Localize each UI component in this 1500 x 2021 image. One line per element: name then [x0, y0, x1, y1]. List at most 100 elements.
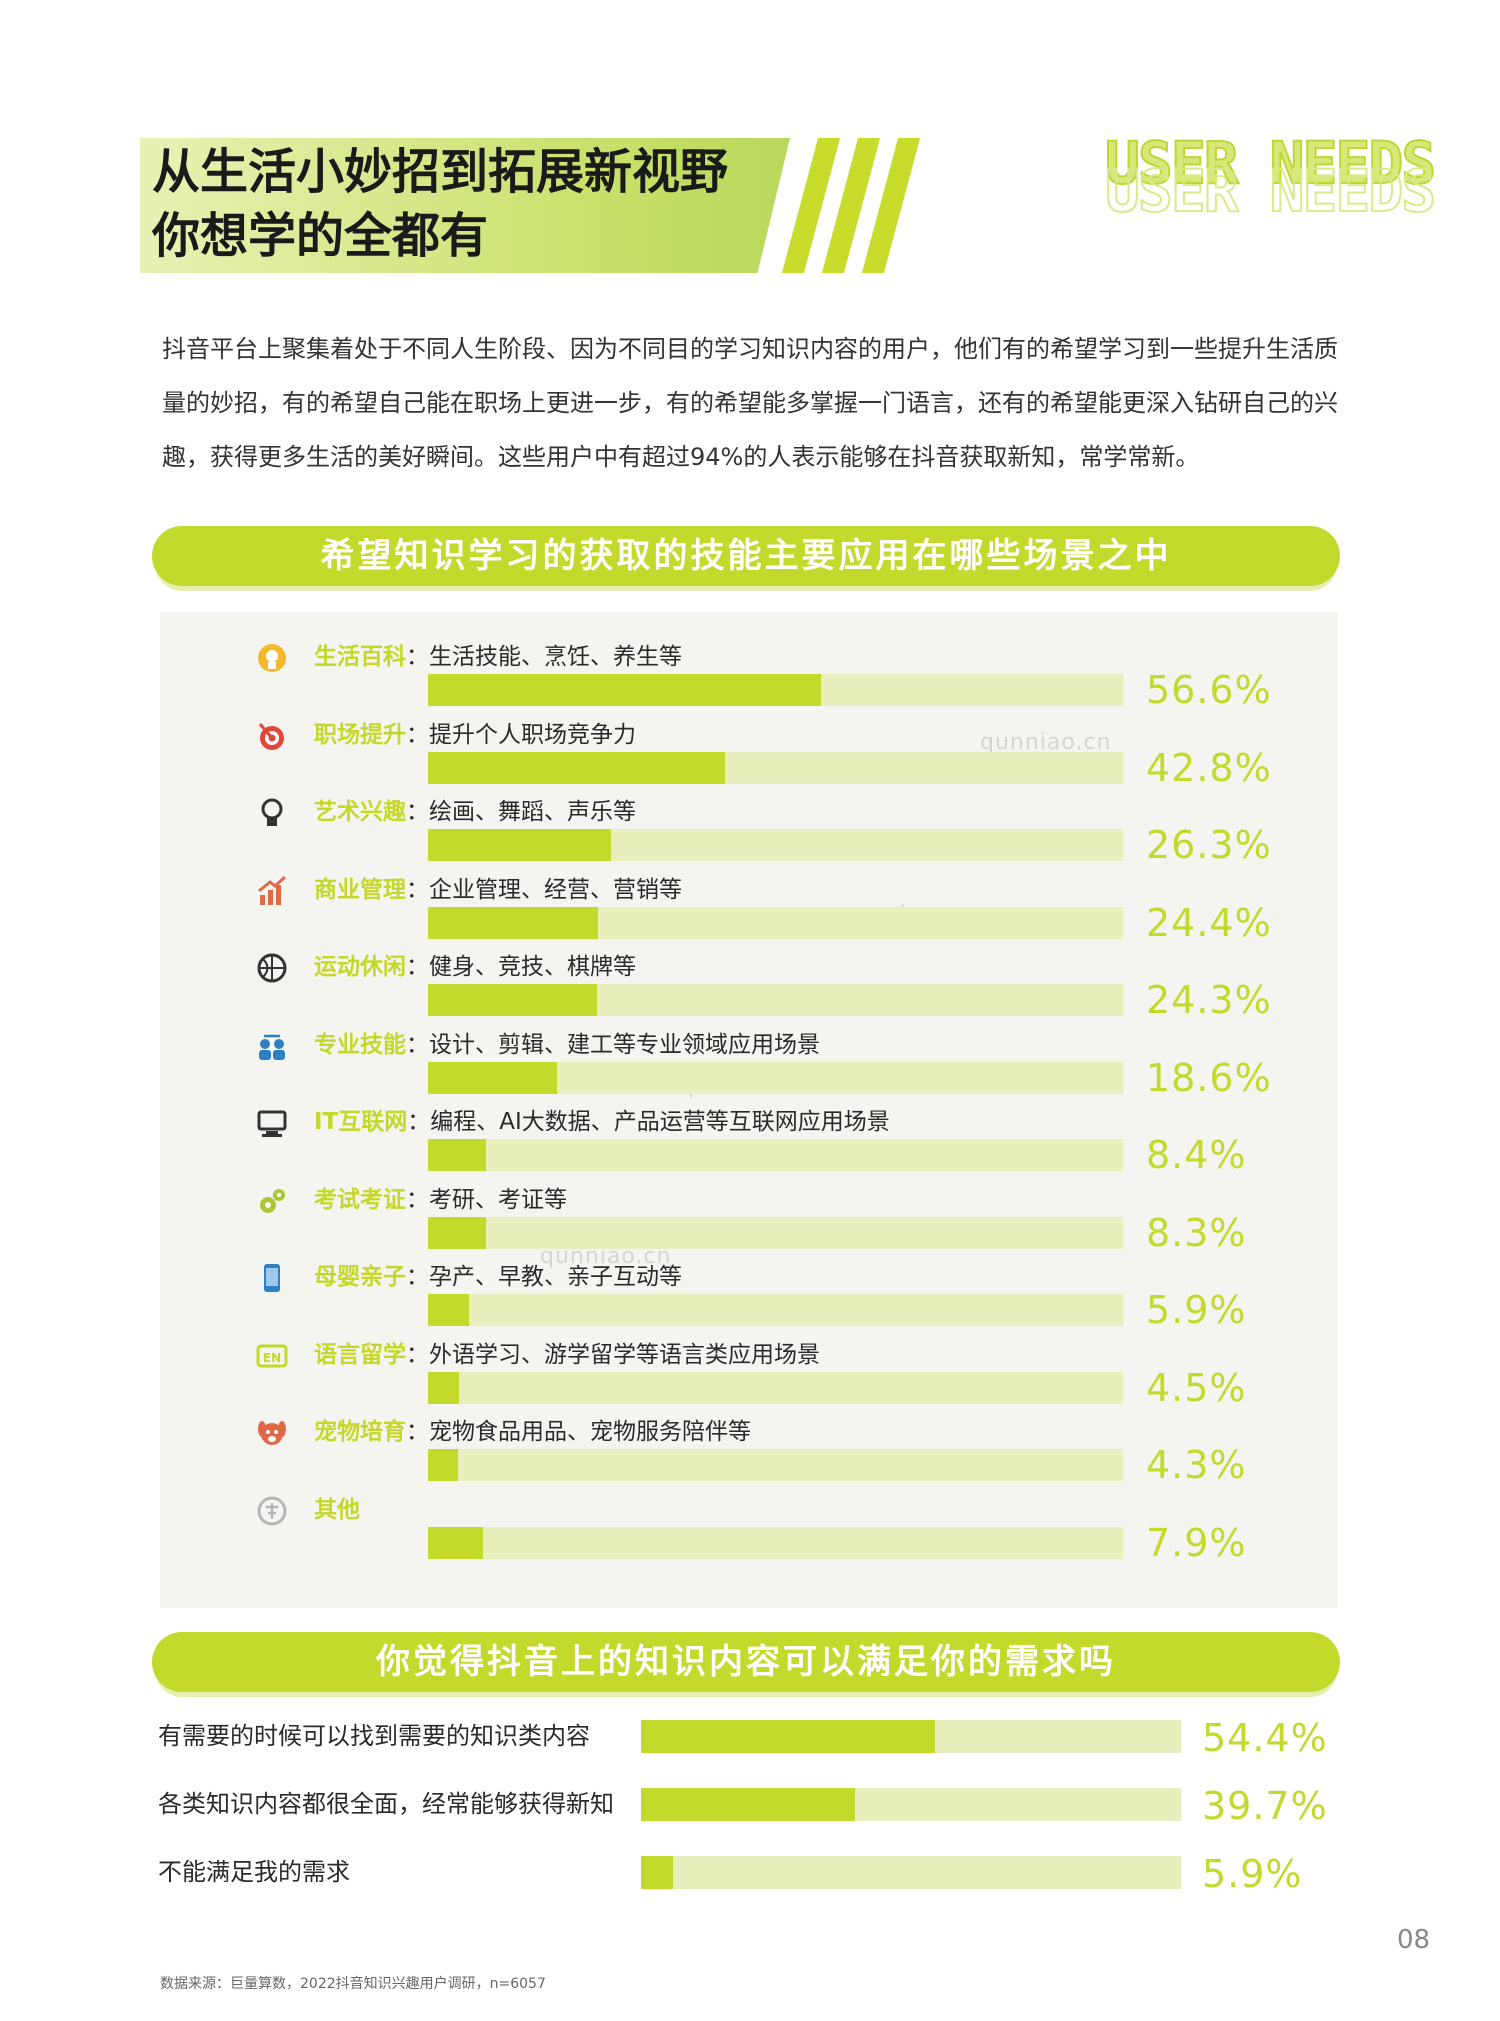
bar-track: [428, 1216, 1123, 1249]
category-description: ：设计、剪辑、建工等专业领域应用场景: [406, 1031, 820, 1058]
data-label: 24.3%: [1146, 978, 1272, 1022]
bar-track: [428, 984, 1123, 1016]
data-label: 26.3%: [1146, 823, 1272, 867]
data-label: 4.5%: [1146, 1365, 1247, 1410]
page-number: 08: [1397, 1925, 1431, 1955]
category-label: 语言留学：外语学习、游学留学等语言类应用场景: [314, 1338, 820, 1372]
category-name: IT互联网: [314, 1109, 408, 1135]
bar-track: [428, 829, 1123, 861]
bar-fill: [641, 1720, 935, 1753]
data-source-note: 数据来源：巨量算数，2022抖音知识兴趣用户调研，n=6057: [160, 1976, 546, 1992]
dog-icon: [256, 1417, 288, 1449]
bar-fill: [641, 1856, 673, 1889]
chart-1-title: 希望知识学习的获取的技能主要应用在哪些场景之中: [152, 526, 1340, 586]
data-label: 24.4%: [1146, 900, 1272, 945]
category-label: 专业技能：设计、剪辑、建工等专业领域应用场景: [314, 1028, 820, 1062]
category-label: 不能满足我的需求: [158, 1858, 350, 1886]
data-label: 56.6%: [1146, 668, 1272, 712]
logo-text: USER NEEDS: [1104, 129, 1437, 197]
category-label: 生活百科：生活技能、烹饪、养生等: [314, 640, 682, 674]
bar-track: [428, 1526, 1123, 1559]
category-name: 专业技能: [314, 1031, 406, 1058]
bar-fill: [428, 984, 597, 1016]
bar-fill: [428, 829, 611, 861]
data-label: 8.4%: [1146, 1133, 1247, 1177]
category-description: ：生活技能、烹饪、养生等: [406, 644, 682, 670]
category-description: ：宠物食品用品、宠物服务陪伴等: [406, 1419, 751, 1445]
bar-track: [428, 1061, 1123, 1094]
user-needs-logo: USER NEEDS USER NEEDS: [1104, 133, 1437, 221]
data-label: 8.3%: [1146, 1210, 1247, 1255]
logo-shadow-text: USER NEEDS: [1104, 157, 1437, 225]
category-label: 职场提升：提升个人职场竞争力: [314, 718, 636, 752]
category-description: ：企业管理、经营、营销等: [406, 876, 682, 903]
bar-fill: [428, 1216, 486, 1249]
bar-fill: [428, 1061, 558, 1094]
category-name: 考试考证: [314, 1186, 406, 1213]
category-description: ：孕产、早教、亲子互动等: [406, 1264, 682, 1290]
category-label: 宠物培育：宠物食品用品、宠物服务陪伴等: [314, 1415, 751, 1449]
data-label: 4.3%: [1146, 1443, 1247, 1487]
computer-icon: [256, 1107, 288, 1139]
category-description: ：编程、AI大数据、产品运营等互联网应用场景: [407, 1109, 890, 1135]
chart-growth-icon: [256, 875, 288, 907]
phone-icon: [256, 1262, 288, 1294]
data-label: 42.8%: [1146, 745, 1272, 790]
category-name: 语言留学: [314, 1341, 406, 1368]
bar-fill: [428, 906, 598, 939]
bar-track: [641, 1788, 1181, 1821]
category-label: 运动休闲：健身、竞技、棋牌等: [314, 950, 636, 984]
chart-2-title: 你觉得抖音上的知识内容可以满足你的需求吗: [152, 1632, 1340, 1692]
bar-track: [641, 1720, 1181, 1753]
lightbulb-icon: [256, 797, 288, 829]
category-label: 有需要的时候可以找到需要的知识类内容: [158, 1722, 590, 1750]
category-name: 商业管理: [314, 876, 406, 903]
data-label: 5.9%: [1202, 1852, 1303, 1896]
bar-fill: [428, 1139, 487, 1171]
page-title: 从生活小妙招到拓展新视野 你想学的全都有: [152, 140, 728, 268]
bar-fill: [428, 1294, 469, 1326]
bar-fill: [428, 1526, 483, 1559]
people-exchange-icon: [256, 1030, 288, 1062]
data-label: 5.9%: [1146, 1288, 1247, 1332]
bar-fill: [641, 1788, 856, 1821]
bar-track: [428, 1371, 1123, 1404]
category-name: 宠物培育: [314, 1419, 406, 1445]
bar-track: [428, 1139, 1123, 1171]
svg-text:EN: EN: [263, 1351, 281, 1365]
category-name: 其他: [314, 1496, 360, 1523]
data-label: 54.4%: [1202, 1716, 1328, 1760]
data-label: 18.6%: [1146, 1055, 1272, 1100]
category-name: 艺术兴趣: [314, 799, 406, 825]
bar-track: [428, 674, 1123, 706]
category-description: ：考研、考证等: [406, 1186, 567, 1213]
category-description: ：外语学习、游学留学等语言类应用场景: [406, 1341, 820, 1368]
category-description: ：健身、竞技、棋牌等: [406, 954, 636, 980]
category-label: 考试考证：考研、考证等: [314, 1183, 567, 1217]
bar-track: [641, 1856, 1181, 1889]
head-icon: [256, 642, 288, 674]
bar-track: [428, 1449, 1123, 1481]
bar-fill: [428, 1449, 458, 1481]
category-label: 艺术兴趣：绘画、舞蹈、声乐等: [314, 795, 636, 829]
category-name: 职场提升: [314, 721, 406, 748]
page-title-line-1: 从生活小妙招到拓展新视野: [152, 144, 729, 200]
bar-track: [428, 1294, 1123, 1326]
category-name: 生活百科: [314, 644, 406, 670]
watermark-text: qunniao.cn: [980, 730, 1112, 755]
data-label: 7.9%: [1146, 1520, 1247, 1565]
bar-fill: [428, 674, 822, 706]
category-description: ：绘画、舞蹈、声乐等: [406, 799, 636, 825]
basketball-icon: [256, 952, 288, 984]
category-label: 其他: [314, 1493, 360, 1527]
bar-track: [428, 906, 1123, 939]
category-label: 各类知识内容都很全面，经常能够获得新知: [158, 1790, 614, 1818]
bar-track: [428, 751, 1123, 784]
category-label: 母婴亲子：孕产、早教、亲子互动等: [314, 1260, 682, 1294]
category-name: 运动休闲: [314, 954, 406, 980]
bar-fill: [428, 1371, 460, 1404]
intro-paragraph: 抖音平台上聚集着处于不同人生阶段、因为不同目的学习知识内容的用户，他们有的希望学…: [162, 335, 1338, 471]
data-label: 39.7%: [1202, 1784, 1328, 1828]
category-description: ：提升个人职场竞争力: [406, 721, 636, 748]
category-name: 母婴亲子: [314, 1264, 406, 1290]
